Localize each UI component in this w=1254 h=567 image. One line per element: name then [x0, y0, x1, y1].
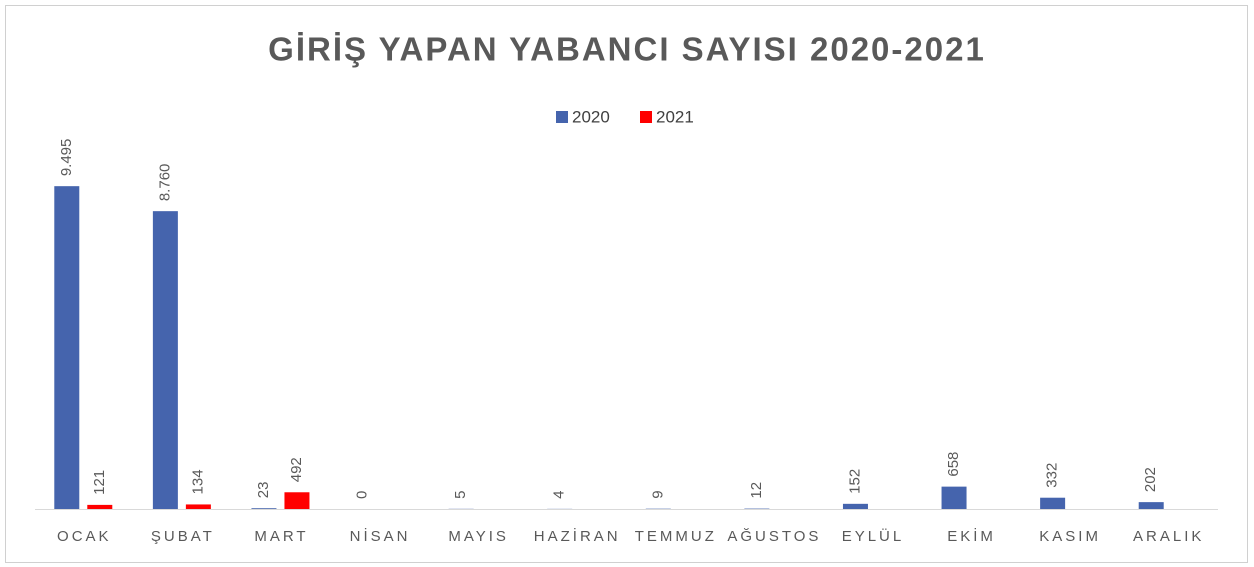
x-tick-label: HAZİRAN: [534, 527, 621, 545]
bar: [842, 503, 868, 509]
data-label: 9: [649, 490, 666, 498]
bar: [1138, 502, 1164, 509]
bar: [87, 504, 113, 509]
data-label: 5: [452, 490, 469, 498]
bar: [251, 508, 277, 509]
data-label: 492: [288, 457, 305, 482]
bar: [284, 492, 310, 509]
bar: [185, 504, 211, 509]
legend-label: 2020: [572, 107, 610, 126]
x-tick-label: NİSAN: [350, 527, 411, 545]
bar: [152, 211, 178, 509]
data-label: 121: [91, 470, 108, 495]
bar: [54, 186, 80, 510]
data-label: 152: [846, 469, 863, 494]
x-tick-label: EYLÜL: [842, 527, 905, 545]
x-tick-label: AĞUSTOS: [727, 528, 821, 545]
data-label: 9.495: [58, 139, 75, 177]
legend-swatch: [556, 111, 568, 123]
data-label: 12: [748, 482, 765, 499]
x-tick-label: MAYIS: [448, 528, 509, 545]
bar: [941, 486, 967, 509]
data-label: 23: [255, 482, 272, 499]
data-label: 4: [551, 491, 568, 499]
data-label: 0: [354, 491, 371, 499]
x-tick-label: KASIM: [1039, 528, 1101, 545]
data-label: 202: [1142, 467, 1159, 492]
x-tick-label: EKİM: [947, 527, 996, 545]
x-tick-label: OCAK: [57, 528, 112, 545]
x-tick-label: TEMMUZ: [635, 528, 717, 545]
data-label: 8.760: [156, 164, 173, 202]
chart-frame: [5, 5, 1248, 563]
x-tick-label: MART: [254, 528, 308, 545]
bar: [1040, 497, 1066, 509]
data-label: 134: [189, 469, 206, 494]
legend-label: 2021: [656, 107, 694, 126]
x-tick-label: ARALIK: [1133, 528, 1204, 545]
data-label: 658: [945, 452, 962, 477]
chart-title: GİRİŞ YAPAN YABANCI SAYISI 2020-2021: [268, 31, 986, 68]
legend-swatch: [640, 111, 652, 123]
data-label: 332: [1044, 463, 1061, 488]
x-tick-label: ŞUBAT: [151, 528, 215, 545]
